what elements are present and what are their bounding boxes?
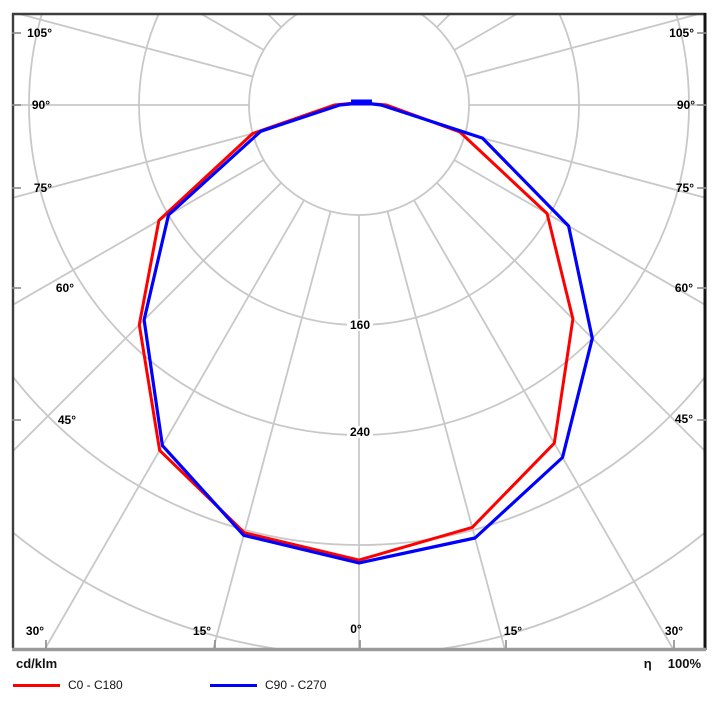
angle-spoke-105 — [465, 13, 706, 78]
angle-spoke-120 — [453, 13, 521, 51]
legend-item-c90-c270: C90 - C270 — [210, 678, 326, 692]
angle-spoke-345 — [212, 211, 332, 648]
angle-label-right-60°: 60° — [674, 281, 693, 295]
angle-spoke-315 — [12, 182, 282, 454]
angle-label-bottom-0: 30° — [25, 624, 45, 638]
c90-c270-line-swatch — [210, 683, 257, 687]
angle-spoke-75 — [465, 132, 706, 199]
angle-label-left-45°: 45° — [57, 413, 76, 427]
radial-ring-320 — [12, 374, 706, 546]
angle-spoke-330 — [44, 199, 305, 648]
luminaire-symbol — [351, 99, 372, 106]
angle-spoke-300 — [12, 159, 265, 307]
c0-c180-line-swatch — [13, 683, 60, 687]
angle-spoke-15 — [386, 211, 506, 648]
angle-label-bottom-3: 15° — [503, 624, 523, 638]
angle-label-bottom-1: 15° — [192, 624, 212, 638]
radial-ring-80 — [248, 13, 470, 216]
angle-label-left-75°: 75° — [33, 181, 52, 195]
angle-label-right-45°: 45° — [674, 412, 693, 426]
angle-spoke-285 — [12, 132, 253, 199]
angle-label-left-60°: 60° — [55, 281, 74, 295]
angle-spoke-45 — [436, 182, 706, 454]
angle-label-left-105°: 105° — [27, 26, 52, 40]
angle-label-bottom-2: 0° — [350, 622, 362, 636]
angle-label-right-75°: 75° — [675, 181, 694, 195]
eta-symbol: η — [643, 656, 652, 671]
angle-label-bottom-4: 30° — [664, 624, 684, 638]
angle-label-right-90°: 90° — [676, 98, 695, 112]
axis-ticks — [12, 32, 706, 648]
efficiency-readout: η 100% — [644, 656, 701, 671]
radial-value-label-160: 160 — [346, 319, 374, 331]
c0-c180-label: C0 - C180 — [68, 678, 123, 692]
eta-value: 100% — [667, 656, 701, 671]
angle-spoke-30 — [413, 199, 674, 648]
angle-spoke-150 — [414, 0, 720, 10]
chart-frame — [11, 12, 707, 652]
angle-label-right-105°: 105° — [669, 26, 694, 40]
legend-item-c0-c180: C0 - C180 — [13, 678, 123, 692]
units-label: cd/klm — [16, 656, 58, 671]
angle-label-left-90°: 90° — [31, 98, 50, 112]
c90-c270-label: C90 - C270 — [265, 678, 327, 692]
radial-value-label-240: 240 — [346, 426, 374, 438]
angle-spoke-210 — [0, 0, 304, 10]
angle-spoke-255 — [12, 13, 253, 78]
